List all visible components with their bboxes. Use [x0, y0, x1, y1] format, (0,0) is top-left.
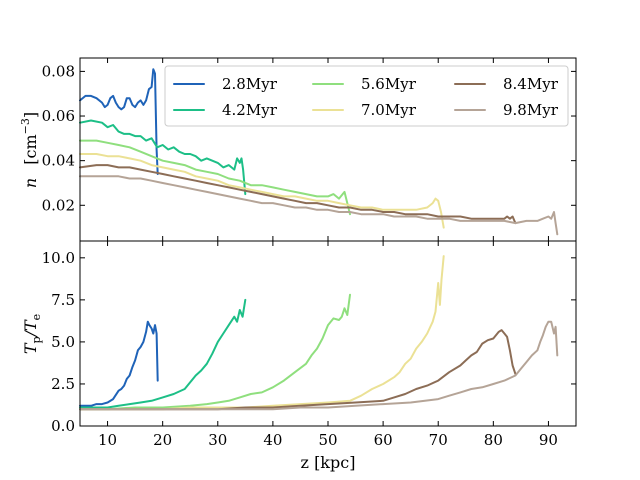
x-tick-label: 40	[263, 431, 282, 449]
ylabel-sub-p: p	[30, 336, 43, 343]
density-ylabel-unit-sup: −3	[19, 118, 32, 134]
legend: 2.8Myr 4.2Myr 5.6Myr 7.0Myr 8.4Myr 9.8Myr	[164, 65, 569, 127]
temperature-ratio-series-group	[79, 255, 559, 411]
x-tick-label: 90	[539, 431, 558, 449]
temperature-ratio-y-tick-label: 0.0	[51, 417, 75, 435]
temperature-ratio-y-tick-label: 7.5	[51, 291, 75, 309]
legend-label: 7.0Myr	[361, 101, 417, 119]
legend-items: 2.8Myr 4.2Myr 5.6Myr 7.0Myr 8.4Myr 9.8Myr	[173, 75, 559, 119]
density-ylabel-unit-close: ]	[21, 112, 40, 118]
density-panel: 0.02 0.04 0.06 0.08 n [cm−3] 2.8Myr 4.2Myr 5.…	[19, 57, 577, 242]
density-y-tick-label: 0.06	[42, 107, 75, 125]
temperature-ratio-series-4-2myr	[79, 298, 247, 409]
legend-label: 5.6Myr	[361, 75, 417, 93]
x-tick-label: 60	[374, 431, 393, 449]
density-y-tick-label: 0.08	[42, 62, 75, 80]
legend-label: 9.8Myr	[503, 101, 559, 119]
temperature-ratio-y-tick-label: 2.5	[51, 375, 75, 393]
temperature-ratio-y-tick-label: 10.0	[42, 249, 75, 267]
density-ylabel: n [cm−3]	[19, 112, 40, 188]
density-series-8-4myr	[79, 164, 517, 225]
density-y-tick-label: 0.02	[42, 196, 75, 214]
temperature-ratio-series-7-0myr	[79, 255, 445, 411]
ylabel-t-proton: T	[21, 342, 40, 354]
density-ticks: 0.02 0.04 0.06 0.08	[42, 58, 576, 241]
x-tick-label: 20	[153, 431, 172, 449]
density-series-5-6myr	[79, 139, 351, 216]
x-tick-label: 50	[318, 431, 337, 449]
density-ylabel-unit: [cm	[21, 134, 40, 164]
temperature-ratio-series-2-8myr	[79, 320, 159, 407]
temperature-ratio-panel: 10 20 30 40 50 60 70 80 90 0.0 2.5 5.0 7.5 10.0 Tp/Te…	[21, 240, 577, 472]
x-axis-label: z [kpc]	[301, 453, 356, 472]
density-series-9-8myr	[79, 175, 559, 236]
x-tick-label: 30	[208, 431, 227, 449]
density-series-2-8myr	[79, 68, 159, 175]
density-y-tick-label: 0.04	[42, 152, 75, 170]
temperature-ratio-series-5-6myr	[79, 293, 351, 411]
density-ylabel-symbol: n	[21, 178, 40, 188]
x-tick-label: 70	[429, 431, 448, 449]
ylabel-sep: /T	[21, 319, 40, 338]
temperature-ratio-series-9-8myr	[79, 320, 559, 411]
legend-label: 4.2Myr	[222, 101, 278, 119]
temperature-ratio-ticks: 10 20 30 40 50 60 70 80 90 0.0 2.5 5.0 7.5 10.0	[42, 241, 576, 449]
legend-label: 8.4Myr	[503, 75, 559, 93]
density-series-7-0myr	[79, 153, 445, 229]
temperature-ratio-panel-frame	[79, 240, 577, 427]
legend-label: 2.8Myr	[222, 75, 278, 93]
ylabel-sub-e: e	[30, 314, 43, 321]
density-series-group	[79, 68, 559, 236]
temperature-ratio-ylabel: Tp/Te	[21, 314, 43, 354]
temperature-ratio-y-tick-label: 5.0	[51, 333, 75, 351]
x-tick-label: 10	[98, 431, 117, 449]
density-series-4-2myr	[79, 119, 247, 196]
x-tick-label: 80	[484, 431, 503, 449]
